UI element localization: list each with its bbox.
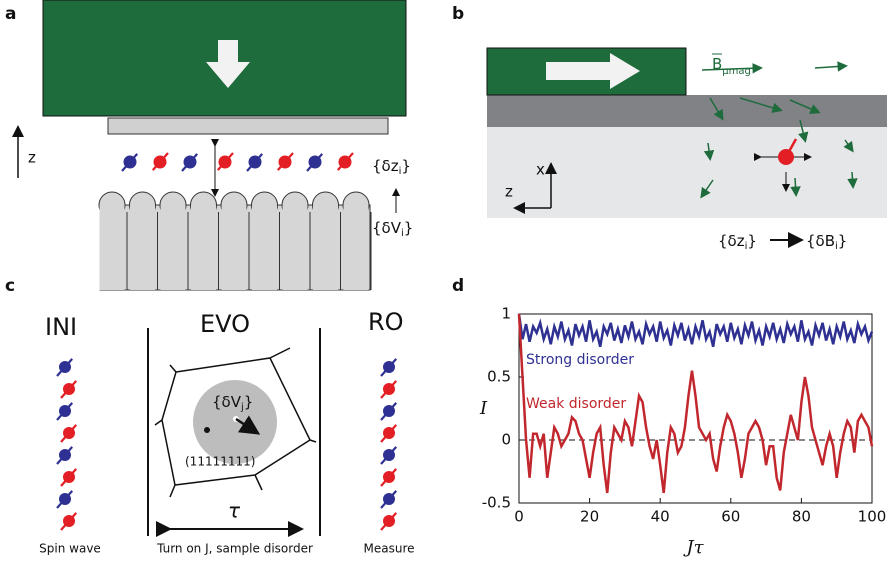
- field-arrow: [795, 178, 796, 194]
- series-label: Strong disorder: [526, 352, 634, 368]
- y-tick-label: -0.5: [482, 494, 511, 512]
- tooth: [130, 205, 155, 290]
- label: {δBi}: [806, 232, 847, 253]
- plate: [108, 118, 388, 134]
- x-tick-label: 80: [792, 508, 811, 526]
- layer: [487, 95, 887, 127]
- tooth: [222, 205, 247, 290]
- tooth: [161, 205, 186, 290]
- label: {δzi}: [718, 232, 757, 253]
- series-label: Weak disorder: [526, 396, 626, 412]
- tooth: [344, 205, 369, 290]
- caption: Spin wave: [39, 542, 101, 556]
- stage-title: RO: [368, 308, 404, 336]
- substrate: [487, 120, 887, 218]
- x-tick-label: 0: [514, 508, 524, 526]
- x-tick-label: 20: [580, 508, 599, 526]
- label: {δVi}: [372, 219, 413, 240]
- series-line: [519, 314, 872, 347]
- panel-c: c INI EVO RO {δVj} (11111111) τ Spin wav…: [5, 276, 415, 556]
- panel-letter: c: [5, 276, 15, 296]
- figure: a z {δzi} {δVi} b Bμmag x z {δzi} {δBi} …: [0, 0, 887, 561]
- tooth: [313, 205, 338, 290]
- tau-label: τ: [228, 499, 241, 523]
- tooth: [100, 205, 125, 290]
- x-axis-label: Jτ: [682, 537, 704, 558]
- panel-letter: d: [452, 276, 464, 296]
- tooth: [252, 205, 277, 290]
- axis-label: z: [28, 149, 36, 167]
- dot: [204, 427, 210, 433]
- field-label: Bμmag: [712, 55, 751, 78]
- stage-title: EVO: [200, 310, 250, 338]
- caption: Measure: [364, 542, 415, 556]
- y-axis-label: I: [479, 398, 488, 419]
- x-tick-label: 60: [721, 508, 740, 526]
- axis-label: z: [505, 183, 513, 201]
- tooth: [191, 205, 216, 290]
- panel-a: a z {δzi} {δVi}: [5, 0, 413, 290]
- label: {δzi}: [372, 157, 411, 178]
- label: {δVj}: [212, 393, 253, 414]
- y-tick-label: 0: [501, 431, 511, 449]
- x-tick-label: 40: [651, 508, 670, 526]
- spin-row: [122, 153, 353, 171]
- y-tick-label: 1: [501, 305, 511, 323]
- caption: Turn on J, sample disorder: [156, 542, 313, 556]
- field-arrow: [815, 66, 845, 68]
- electrodes: [99, 192, 371, 290]
- panel-b: b Bμmag x z {δzi} {δBi}: [452, 4, 887, 252]
- y-tick-label: 0.5: [487, 368, 511, 386]
- state-label: (11111111): [185, 455, 255, 469]
- stage-title: INI: [45, 313, 77, 341]
- field-arrow: [852, 172, 853, 186]
- x-tick-label: 100: [858, 508, 887, 526]
- panel-letter: a: [5, 4, 16, 24]
- field-arrow: [702, 68, 760, 70]
- tooth: [283, 205, 308, 290]
- panel-letter: b: [452, 4, 464, 24]
- axis-label: x: [536, 161, 545, 179]
